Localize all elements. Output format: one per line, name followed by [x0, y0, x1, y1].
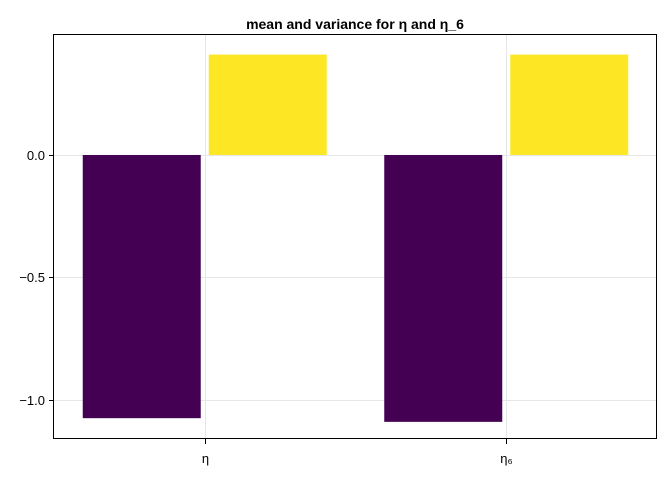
- x-tick-label: η: [202, 451, 209, 466]
- plot-frame: [53, 34, 657, 439]
- bar-series-1-1: [82, 154, 201, 419]
- chart-title: mean and variance for η and η_6: [246, 16, 464, 32]
- x-tick-label: η₆: [500, 451, 512, 466]
- bar-series-1-2: [384, 154, 503, 422]
- y-tick-label: −1.0: [19, 393, 45, 408]
- bar-series-2-2: [510, 54, 629, 155]
- x-axis: η η₆: [202, 439, 513, 466]
- bars: [82, 54, 629, 422]
- y-tick-label: −0.5: [19, 270, 45, 285]
- y-axis: 0.0 −0.5 −1.0: [19, 148, 54, 408]
- y-tick-label: 0.0: [27, 148, 45, 163]
- bar-series-2-1: [208, 54, 327, 155]
